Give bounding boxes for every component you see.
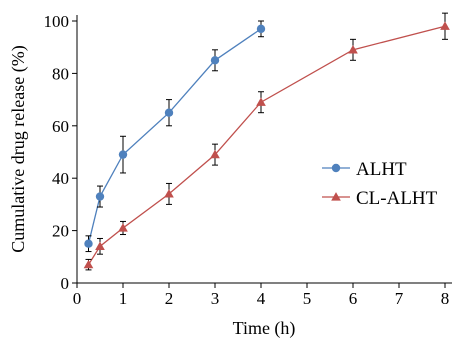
data-point-alht: [210, 56, 220, 65]
legend-label: ALHT: [356, 159, 407, 180]
data-point-cl-alht: [164, 189, 174, 198]
series-alht: [84, 20, 266, 253]
data-point-alht: [118, 150, 128, 159]
series-line-alht: [87, 28, 262, 244]
data-point-alht: [95, 192, 105, 201]
data-point-cl-alht: [95, 241, 105, 250]
x-axis-title: Time (h): [233, 318, 296, 339]
data-point-cl-alht: [348, 44, 358, 54]
y-axis-title: Cumulative drug release (%): [8, 45, 29, 252]
x-tick-label: 6: [349, 289, 358, 308]
data-point-alht: [84, 239, 93, 248]
x-tick-label: 1: [119, 289, 128, 308]
y-tick-label: 20: [52, 222, 69, 241]
x-tick-label: 7: [395, 289, 404, 308]
series-line-cl-alht: [87, 25, 446, 266]
data-point-cl-alht: [210, 149, 220, 159]
series-cl-alht: [83, 12, 450, 271]
y-tick-label: 100: [44, 12, 70, 31]
y-tick-label: 40: [52, 169, 69, 188]
legend-marker-alht: [331, 163, 341, 173]
legend: ALHT CL-ALHT: [322, 159, 438, 209]
axes: [76, 15, 452, 284]
y-tick-label: 0: [61, 274, 70, 293]
x-tick-label: 3: [211, 289, 220, 308]
legend-label: CL-ALHT: [356, 188, 438, 209]
data-point-cl-alht: [83, 259, 94, 269]
y-tick-label: 60: [52, 117, 69, 136]
legend-marker-cl-alht: [331, 192, 341, 201]
series-layer: [83, 12, 450, 271]
y-tick-label: 80: [52, 64, 69, 83]
data-point-cl-alht: [256, 97, 266, 106]
x-tick-label: 2: [165, 289, 174, 308]
legend-item-alht: ALHT: [322, 159, 407, 180]
data-point-cl-alht: [440, 21, 450, 30]
data-point-alht: [164, 108, 174, 117]
x-tick-label: 8: [441, 289, 450, 308]
data-point-cl-alht: [118, 223, 128, 232]
legend-item-cl-alht: CL-ALHT: [322, 188, 438, 209]
x-tick-label: 0: [73, 289, 82, 308]
x-tick-label: 5: [303, 289, 312, 308]
data-point-alht: [256, 24, 266, 34]
x-tick-label: 4: [257, 289, 266, 308]
